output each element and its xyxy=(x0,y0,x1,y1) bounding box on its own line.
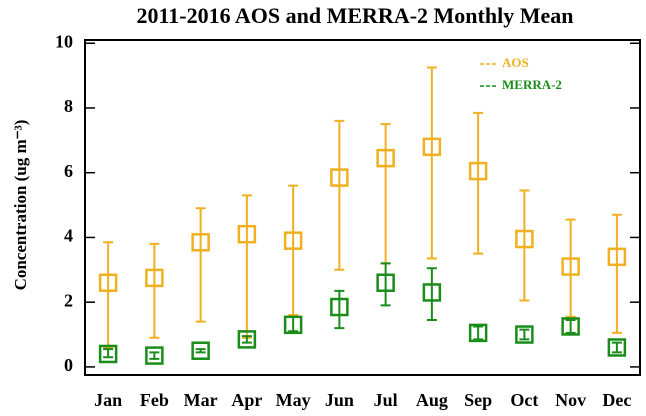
x-tick-label: Oct xyxy=(510,390,538,410)
error-bar xyxy=(611,341,622,354)
error-bar xyxy=(611,213,622,334)
marker xyxy=(468,161,488,181)
x-tick-label: Aug xyxy=(416,390,448,410)
marker xyxy=(561,317,580,336)
x-tick-label: May xyxy=(276,390,311,410)
error-bar xyxy=(288,184,299,317)
error-bar xyxy=(195,348,206,354)
marker xyxy=(330,168,349,187)
error-bar xyxy=(519,328,530,341)
x-tick-label: Jun xyxy=(325,390,354,410)
error-bar xyxy=(241,194,252,339)
error-bar xyxy=(103,348,114,359)
error-bar xyxy=(288,315,299,333)
marker xyxy=(283,231,303,250)
marker xyxy=(145,268,164,288)
marker xyxy=(515,229,534,249)
y-tick-label: 0 xyxy=(64,355,73,375)
x-tick-label: Feb xyxy=(140,390,169,410)
error-bar xyxy=(103,241,114,349)
marker xyxy=(607,338,627,357)
plot-frame xyxy=(84,39,641,376)
marker xyxy=(422,283,442,302)
marker xyxy=(468,323,488,343)
chart-title: 2011-2016 AOS and MERRA-2 Monthly Mean xyxy=(137,3,574,28)
x-tick-label: Sep xyxy=(464,390,492,410)
error-bar xyxy=(519,189,530,302)
error-bar xyxy=(195,207,206,323)
error-bar xyxy=(380,123,391,265)
y-tick-label: 2 xyxy=(64,290,73,310)
error-bar xyxy=(565,218,576,318)
x-tick-label: Apr xyxy=(231,390,262,410)
error-bar xyxy=(426,267,437,321)
error-bar xyxy=(334,119,345,271)
marker xyxy=(237,224,257,244)
marker xyxy=(330,297,349,317)
error-bar xyxy=(426,66,437,260)
x-tick-label: Dec xyxy=(602,390,631,410)
y-tick-label: 10 xyxy=(55,31,73,51)
x-tick-label: Nov xyxy=(555,390,586,410)
marker xyxy=(145,346,164,365)
x-tick-label: Jan xyxy=(94,390,122,410)
error-bar xyxy=(380,262,391,307)
marker xyxy=(422,137,442,157)
error-bar xyxy=(149,351,160,360)
marker xyxy=(191,233,210,252)
marker xyxy=(191,341,210,360)
x-tick-label: Jul xyxy=(374,390,398,410)
marker xyxy=(283,315,303,335)
y-tick-label: 8 xyxy=(64,96,73,116)
legend-label: MERRA-2 xyxy=(502,77,562,92)
marker xyxy=(607,247,627,267)
marker xyxy=(98,344,118,364)
error-bar xyxy=(565,318,576,334)
error-bar xyxy=(149,242,160,339)
y-axis-label: Concentration (ug m⁻³) xyxy=(11,120,30,291)
marker xyxy=(376,148,395,168)
marker xyxy=(376,273,395,293)
y-tick-label: 4 xyxy=(64,226,73,246)
marker xyxy=(515,325,534,344)
x-tick-label: Mar xyxy=(184,390,218,410)
error-bar xyxy=(473,325,484,341)
marker xyxy=(561,257,580,276)
marker xyxy=(237,330,257,349)
legend-label: AOS xyxy=(502,55,529,70)
error-bar xyxy=(334,289,345,330)
marker xyxy=(98,273,118,293)
error-bar xyxy=(473,111,484,255)
error-bar xyxy=(241,335,252,344)
y-tick-label: 6 xyxy=(64,161,73,181)
